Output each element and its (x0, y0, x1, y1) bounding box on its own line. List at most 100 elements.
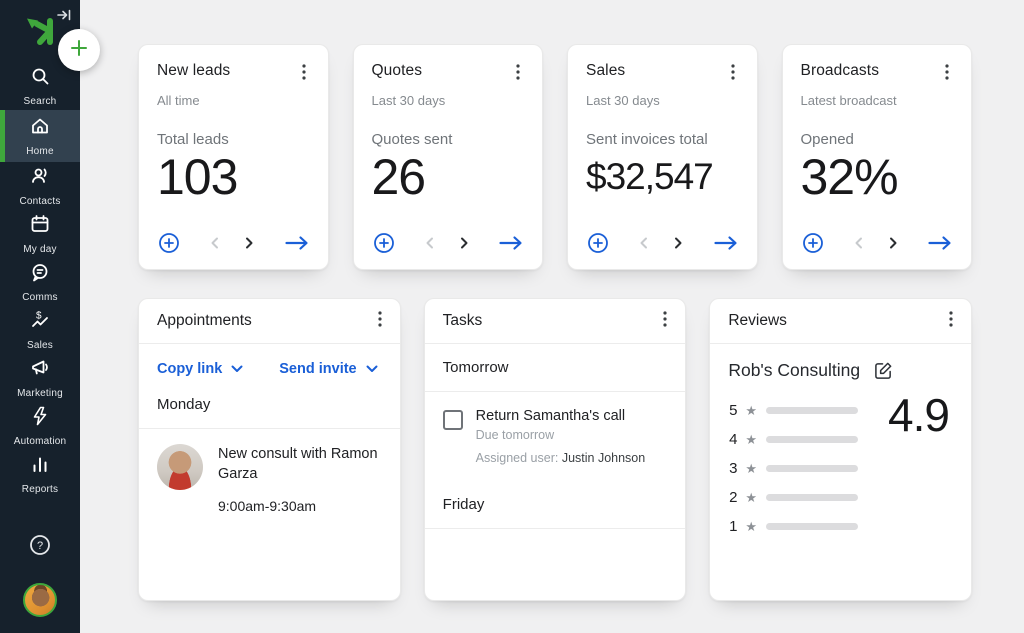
dollar-trend-icon: $ (29, 309, 51, 336)
user-avatar[interactable] (23, 583, 57, 617)
sidebar-item-label: Sales (27, 340, 53, 351)
svg-text:?: ? (37, 540, 43, 552)
copy-link-button[interactable]: Copy link (157, 361, 243, 377)
kebab-menu-icon[interactable] (941, 62, 953, 87)
sidebar-item-sales[interactable]: $ Sales (0, 306, 80, 354)
kebab-menu-icon[interactable] (945, 309, 957, 334)
card-subtitle: Last 30 days (586, 93, 739, 108)
kebab-menu-icon[interactable] (374, 309, 386, 334)
rating-row: 3 ★ (728, 454, 953, 483)
chevron-left-icon[interactable] (208, 236, 222, 250)
sidebar-item-comms[interactable]: Comms (0, 258, 80, 306)
metric-label: Opened (801, 131, 954, 148)
card-subtitle: All time (157, 93, 310, 108)
kebab-menu-icon[interactable] (512, 62, 524, 87)
search-icon (29, 65, 51, 92)
chevron-down-icon (231, 361, 243, 377)
add-circle-icon[interactable] (586, 231, 610, 255)
star-icon: ★ (745, 403, 757, 419)
main-content: New leads All time Total leads 103 (80, 0, 1024, 633)
task-due: Due tomorrow (476, 428, 646, 442)
arrow-right-icon[interactable] (284, 235, 310, 251)
metric-value: $32,547 (586, 148, 739, 206)
add-button[interactable] (58, 29, 100, 71)
contact-avatar (157, 444, 203, 490)
business-name: Rob's Consulting (728, 360, 860, 381)
send-invite-button[interactable]: Send invite (279, 361, 377, 377)
card-title: Sales (586, 62, 625, 80)
sidebar-item-label: My day (23, 244, 56, 255)
rating-bar (766, 407, 858, 414)
chevron-left-icon[interactable] (852, 236, 866, 250)
sidebar-item-label: Comms (22, 292, 57, 303)
rating-bar (766, 523, 858, 530)
sidebar-bottom: ? (0, 532, 80, 633)
task-checkbox[interactable] (443, 410, 463, 430)
task-section-label: Tomorrow (425, 344, 686, 392)
arrow-right-icon[interactable] (498, 235, 524, 251)
sidebar-item-marketing[interactable]: Marketing (0, 354, 80, 402)
megaphone-icon (29, 357, 51, 384)
card-title: New leads (157, 62, 230, 80)
chevron-left-icon[interactable] (423, 236, 437, 250)
kebab-menu-icon[interactable] (727, 62, 739, 87)
appointment-item[interactable]: New consult with Ramon Garza 9:00am-9:30… (139, 429, 400, 529)
sidebar-item-label: Home (26, 146, 53, 157)
task-title: Return Samantha's call (476, 408, 646, 424)
panels-row: Appointments Copy link Send invite (138, 298, 972, 601)
card-title: Tasks (443, 312, 483, 330)
sidebar-nav: Search Home Contacts (0, 62, 80, 498)
rating-number: 3 (728, 460, 738, 477)
add-circle-icon[interactable] (801, 231, 825, 255)
metric-label: Sent invoices total (586, 131, 739, 148)
arrow-right-icon[interactable] (713, 235, 739, 251)
ratings-breakdown: 5 ★ 4 ★ 3 ★ 2 (710, 392, 971, 545)
chevron-down-icon (366, 361, 378, 377)
add-circle-icon[interactable] (372, 231, 396, 255)
sidebar-item-automation[interactable]: Automation (0, 402, 80, 450)
kebab-menu-icon[interactable] (298, 62, 310, 87)
send-invite-label: Send invite (279, 361, 356, 377)
sales-card: Sales Last 30 days Sent invoices total $… (567, 44, 758, 270)
arrow-right-icon[interactable] (927, 235, 953, 251)
chevron-right-icon[interactable] (457, 236, 471, 250)
rating-bar (766, 436, 858, 443)
sidebar-item-label: Search (24, 96, 57, 107)
home-icon (29, 115, 51, 142)
metric-value: 32% (801, 148, 954, 206)
sidebar-item-search[interactable]: Search (0, 62, 80, 110)
sidebar-item-contacts[interactable]: Contacts (0, 162, 80, 210)
stats-row: New leads All time Total leads 103 (138, 44, 972, 270)
chat-bubble-icon (29, 261, 51, 288)
chevron-right-icon[interactable] (886, 236, 900, 250)
task-item[interactable]: Return Samantha's call Due tomorrow Assi… (425, 392, 686, 481)
rating-number: 1 (728, 518, 738, 535)
appointments-card: Appointments Copy link Send invite (138, 298, 401, 601)
rating-bar (766, 465, 858, 472)
chevron-right-icon[interactable] (242, 236, 256, 250)
task-assigned: Assigned user: Justin Johnson (476, 451, 646, 465)
sidebar: Search Home Contacts (0, 0, 80, 633)
tasks-card: Tasks Tomorrow Return Samantha's call Du… (424, 298, 687, 601)
edit-icon[interactable] (874, 361, 893, 380)
add-circle-icon[interactable] (157, 231, 181, 255)
chevron-right-icon[interactable] (671, 236, 685, 250)
sidebar-item-label: Marketing (17, 388, 63, 399)
help-icon[interactable]: ? (27, 532, 53, 563)
rating-bar (766, 494, 858, 501)
sidebar-item-label: Reports (22, 484, 58, 495)
rating-number: 2 (728, 489, 738, 506)
chevron-left-icon[interactable] (637, 236, 651, 250)
kebab-menu-icon[interactable] (659, 309, 671, 334)
sidebar-item-home[interactable]: Home (0, 110, 80, 162)
rating-row: 2 ★ (728, 483, 953, 512)
quotes-card: Quotes Last 30 days Quotes sent 26 (353, 44, 544, 270)
star-icon: ★ (745, 490, 757, 506)
sidebar-collapse-icon[interactable] (55, 7, 73, 28)
sidebar-item-reports[interactable]: Reports (0, 450, 80, 498)
rating-row: 1 ★ (728, 512, 953, 541)
appointment-title: New consult with Ramon Garza (218, 444, 380, 485)
card-title: Broadcasts (801, 62, 880, 80)
sidebar-item-my-day[interactable]: My day (0, 210, 80, 258)
card-subtitle: Latest broadcast (801, 93, 954, 108)
